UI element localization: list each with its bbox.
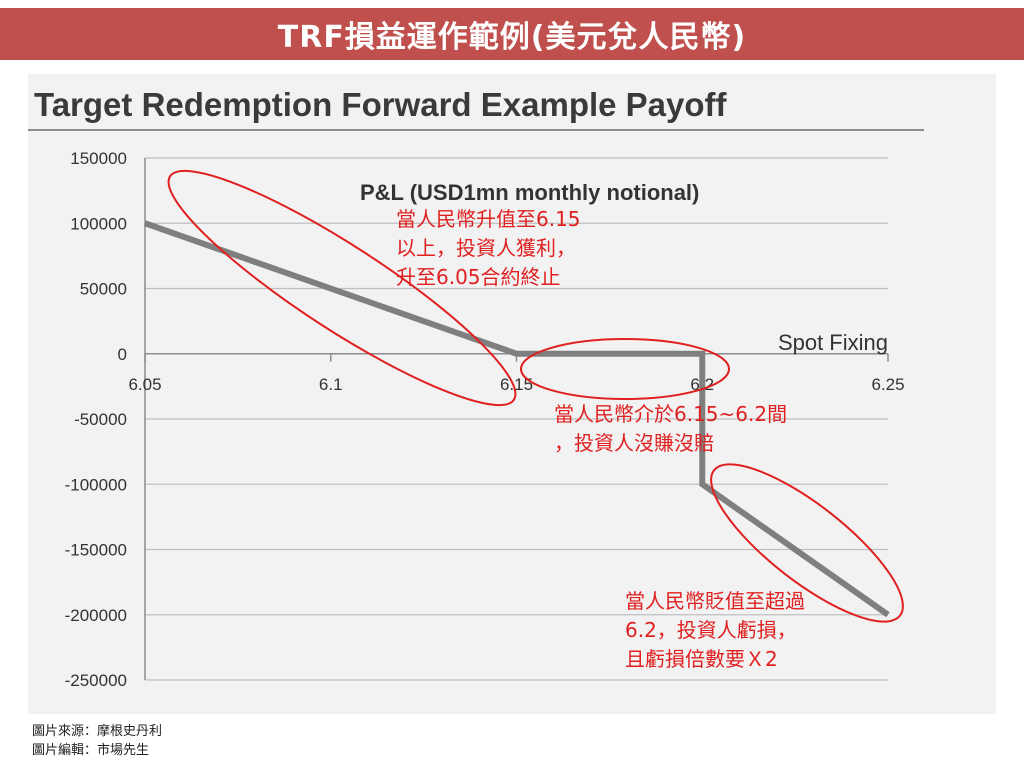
series-line: [144, 220, 890, 618]
chart-panel: Target Redemption Forward Example Payoff…: [28, 74, 996, 714]
credit-editor: 圖片編輯：市場先生: [32, 743, 150, 758]
highlight-ellipse-right: [710, 463, 904, 623]
y-tick-label: -150000: [65, 541, 127, 560]
chart-title: Target Redemption Forward Example Payoff: [34, 86, 728, 123]
y-tick-label: 100000: [70, 214, 127, 233]
title-banner: TRF損益運作範例(美元兌人民幣): [0, 8, 1024, 60]
x-tick-label: 6.05: [128, 375, 161, 394]
annotation-text: 6.2，投資人虧損，: [625, 618, 797, 642]
annotation-text: 升至6.05合約終止: [396, 265, 561, 289]
banner-title: TRF損益運作範例(美元兌人民幣): [277, 20, 747, 55]
y-tick-label: 50000: [80, 280, 127, 299]
x-tick-label: 6.25: [871, 375, 904, 394]
payoff-chart: Target Redemption Forward Example Payoff…: [28, 86, 924, 690]
y-tick-label: -200000: [65, 606, 127, 625]
image-credits: 圖片來源：摩根史丹利 圖片編輯：市場先生: [32, 722, 162, 760]
x-tick-label: 6.15: [500, 375, 533, 394]
annotation-text: 且虧損倍數要Ｘ2: [625, 647, 778, 671]
chart-subtitle: P&L (USD1mn monthly notional): [360, 180, 699, 205]
y-tick-label: -50000: [74, 410, 127, 429]
highlight-ellipse-left: [167, 169, 517, 407]
credit-source: 圖片來源：摩根史丹利: [32, 724, 163, 739]
annotation-text: ，投資人沒賺沒賠: [554, 431, 714, 455]
y-tick-label: -100000: [65, 475, 127, 494]
highlight-ellipse-middle: [520, 338, 730, 400]
y-tick-label: 150000: [70, 149, 127, 168]
x-axis-label: Spot Fixing: [778, 330, 888, 355]
annotation-text: 當人民幣貶值至超過: [625, 589, 805, 613]
y-tick-label: 0: [118, 345, 127, 364]
annotation-text: 以上，投資人獲利，: [396, 236, 576, 260]
y-tick-label: -250000: [65, 671, 127, 690]
annotation-text: 當人民幣升值至6.15: [396, 207, 581, 231]
annotation-text: 當人民幣介於6.15~6.2間: [554, 402, 787, 426]
x-tick-label: 6.1: [319, 375, 343, 394]
